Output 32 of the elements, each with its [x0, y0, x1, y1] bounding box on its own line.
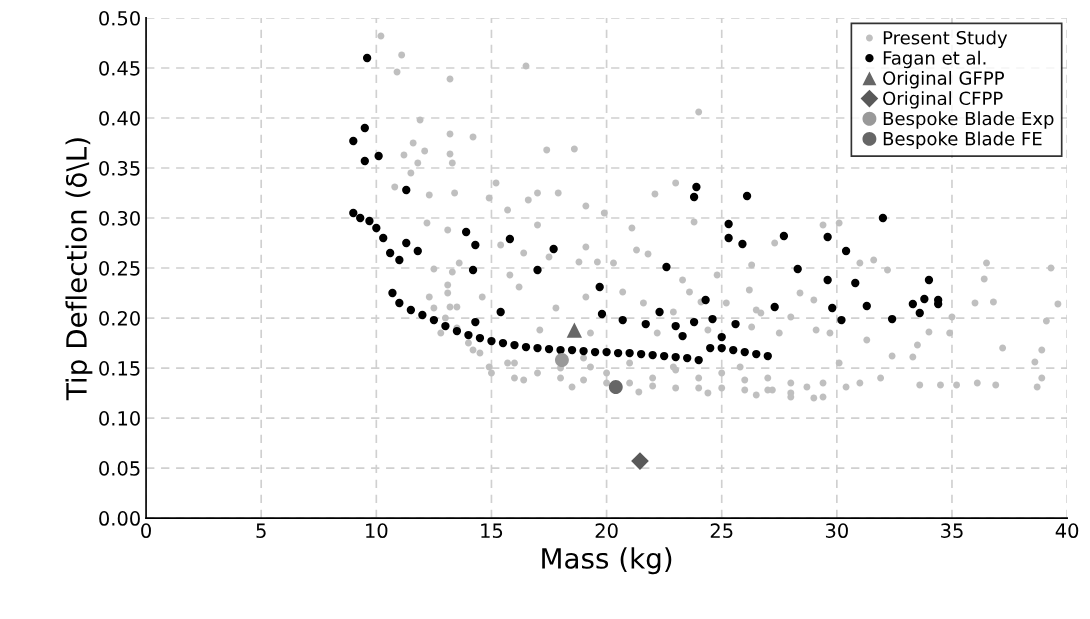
x-tick-label: 30 — [825, 523, 848, 539]
x-tick-label: 35 — [941, 523, 963, 539]
point — [566, 322, 582, 338]
point — [608, 380, 623, 395]
legend-label: Original CFPP — [883, 91, 1003, 109]
legend-label: Bespoke Blade Exp — [883, 111, 1054, 129]
y-tick-label: 0.40 — [99, 110, 140, 126]
x-tick-label: 5 — [256, 523, 266, 539]
x-tick-label: 40 — [1055, 523, 1079, 539]
legend-label: Fagan et al. — [883, 50, 986, 69]
y-tick-label: 0.10 — [99, 411, 140, 426]
y-tick-label: 0.15 — [99, 361, 140, 376]
y-tick-label: 0.45 — [99, 60, 140, 76]
x-tick-label: 10 — [366, 523, 388, 539]
point — [554, 353, 569, 367]
y-tick-label: 0.00 — [99, 511, 140, 526]
y-tick-label: 0.05 — [99, 461, 140, 476]
y-tick-label: 0.30 — [99, 210, 140, 226]
x-tick-label: 25 — [710, 523, 733, 539]
y-tick-label: 0.35 — [99, 160, 140, 176]
x-tick-label: 20 — [595, 523, 618, 539]
y-tick-label: 0.20 — [99, 311, 140, 326]
legend-label: Original GFPP — [883, 70, 1004, 89]
legend-label: Bespoke Blade FE — [883, 131, 1042, 149]
legend-label: Present Study — [883, 30, 1008, 49]
x-tick-label: 15 — [481, 523, 503, 539]
y-axis-title: Tip Deflection (δ\L) — [65, 138, 93, 401]
y-tick-label: 0.25 — [99, 260, 140, 276]
y-tick-label: 0.50 — [99, 10, 140, 26]
point — [631, 452, 649, 470]
x-tick-label: 0 — [141, 523, 151, 539]
x-axis-title: Mass (kg) — [542, 547, 672, 575]
